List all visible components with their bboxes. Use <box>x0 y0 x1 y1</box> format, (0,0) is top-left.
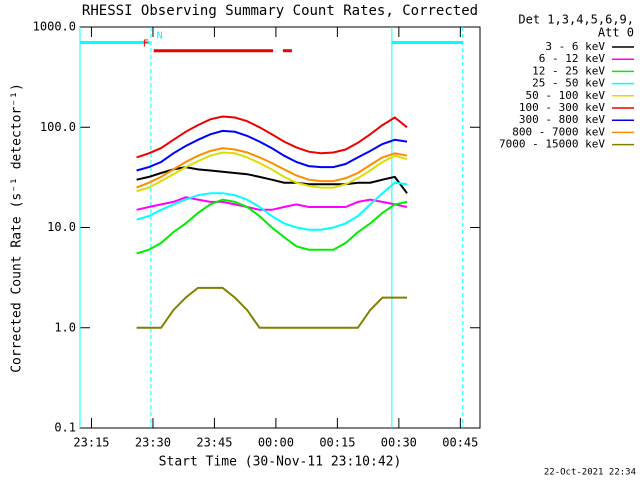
x-tick-label: 00:00 <box>258 436 294 450</box>
series-line <box>136 115 408 159</box>
y-tick-label: 1000.0 <box>33 20 76 34</box>
flag-label: N <box>157 31 163 42</box>
series-line <box>136 198 408 255</box>
flag-label: F <box>143 39 149 50</box>
y-tick-label: 100.0 <box>40 120 76 134</box>
legend-label: 3 - 6 keV <box>545 40 605 53</box>
series-line <box>136 181 408 231</box>
series-line <box>136 151 408 193</box>
series-line <box>136 147 408 189</box>
x-tick-label: 00:15 <box>319 436 355 450</box>
x-axis-label: Start Time (30-Nov-11 23:10:42) <box>159 455 402 470</box>
info-line: Det 1,3,4,5,6,9, <box>518 13 634 27</box>
series-line <box>136 166 408 194</box>
legend-label: 300 - 800 keV <box>519 113 605 126</box>
legend-label: 100 - 300 keV <box>519 101 605 114</box>
y-axis-label: Corrected Count Rate (s⁻¹ detector⁻¹) <box>10 83 25 373</box>
legend-label: 800 - 7000 keV <box>512 125 605 138</box>
x-tick-label: 00:30 <box>381 436 417 450</box>
y-tick-label: 1.0 <box>54 320 76 334</box>
series-line <box>136 196 408 211</box>
x-tick-label: 00:45 <box>442 436 478 450</box>
x-tick-label: 23:30 <box>135 436 171 450</box>
legend-label: 50 - 100 keV <box>526 89 606 102</box>
x-tick-label: 23:45 <box>196 436 232 450</box>
legend-label: 7000 - 15000 keV <box>499 138 605 151</box>
chart-title: RHESSI Observing Summary Count Rates, Co… <box>82 3 478 19</box>
series-line <box>136 129 408 172</box>
legend-label: 25 - 50 keV <box>532 77 605 90</box>
info-line: Att 0 <box>598 26 634 40</box>
footer: 22-Oct-2021 22:34 <box>544 468 636 478</box>
legend-label: 6 - 12 keV <box>539 52 606 65</box>
x-tick-label: 23:15 <box>73 436 109 450</box>
series-line <box>136 286 407 329</box>
y-tick-label: 0.1 <box>54 421 76 435</box>
y-tick-label: 10.0 <box>47 220 76 234</box>
legend-label: 12 - 25 keV <box>532 64 605 77</box>
